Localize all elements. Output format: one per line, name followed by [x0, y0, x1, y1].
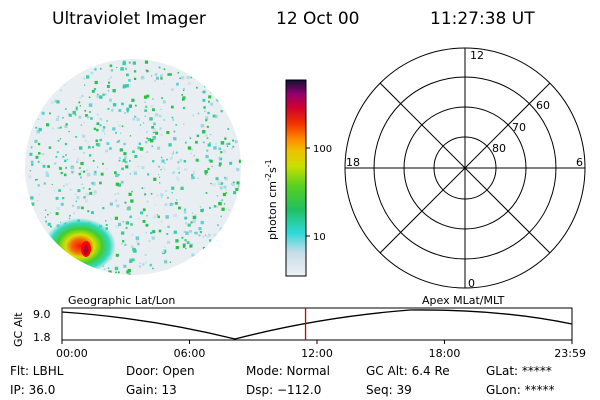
- uv-image: [25, 59, 241, 275]
- status-filter: Flt: LBHL: [10, 364, 64, 378]
- colorbar: 100 10 photon cm-2s-1: [264, 79, 332, 277]
- polar-grid: [344, 47, 586, 289]
- timeline-tick-label: 06:00: [174, 347, 206, 360]
- colorbar-tick-10: 10: [313, 232, 326, 243]
- timeline-y-max: 9.0: [33, 308, 51, 321]
- mlt-label-18: 18: [346, 156, 360, 169]
- timeline-ticks: [61, 340, 573, 344]
- mlt-label-6: 6: [576, 156, 583, 169]
- uv-image-aurora-spot: [44, 218, 116, 274]
- timeline-left-label: Geographic Lat/Lon: [68, 294, 175, 307]
- lat-label-70: 70: [512, 121, 526, 134]
- colorbar-tick-100: 100: [313, 144, 332, 155]
- mlt-label-12: 12: [470, 49, 484, 62]
- status-ip: IP: 36.0: [10, 383, 56, 397]
- status-seq: Seq: 39: [366, 383, 412, 397]
- timeline-tick-label: 00:00: [56, 347, 88, 360]
- altitude-timeline: Geographic Lat/Lon Apex MLat/MLT GC Alt …: [12, 294, 586, 360]
- status-glat: GLat: *****: [486, 364, 552, 378]
- lat-label-60: 60: [536, 99, 550, 112]
- colorbar-unit-label: photon cm-2s-1: [264, 159, 279, 240]
- timeline-tick-labels: 00:00 06:00 12:00 18:00 23:59: [56, 347, 586, 360]
- timeline-altitude-curve: [61, 309, 573, 340]
- status-glon: GLon: *****: [486, 383, 555, 397]
- status-door: Door: Open: [126, 364, 195, 378]
- mlt-label-0: 0: [468, 277, 475, 290]
- timeline-tick-label: 12:00: [301, 347, 333, 360]
- timeline-y-min: 1.8: [33, 331, 51, 344]
- timeline-y-label: GC Alt: [12, 312, 25, 347]
- header-date: 12 Oct 00: [276, 9, 360, 29]
- timeline-tick-label: 18:00: [429, 347, 461, 360]
- status-mode: Mode: Normal: [246, 364, 330, 378]
- lat-label-80: 80: [492, 142, 506, 155]
- timeline-tick-label: 23:59: [554, 347, 586, 360]
- status-gc-alt: GC Alt: 6.4 Re: [366, 364, 450, 378]
- header-time: 11:27:38 UT: [430, 9, 535, 29]
- status-dsp: Dsp: −112.0: [246, 383, 322, 397]
- polar-labels: 12 18 6 0 60 70 80: [346, 49, 583, 290]
- colorbar-scale: [285, 79, 307, 277]
- status-gain: Gain: 13: [126, 383, 177, 397]
- header-title: Ultraviolet Imager: [52, 9, 206, 29]
- polar-line-diag2: [379, 82, 551, 254]
- uv-image-speckles: [27, 60, 241, 275]
- timeline-right-label: Apex MLat/MLT: [422, 294, 505, 307]
